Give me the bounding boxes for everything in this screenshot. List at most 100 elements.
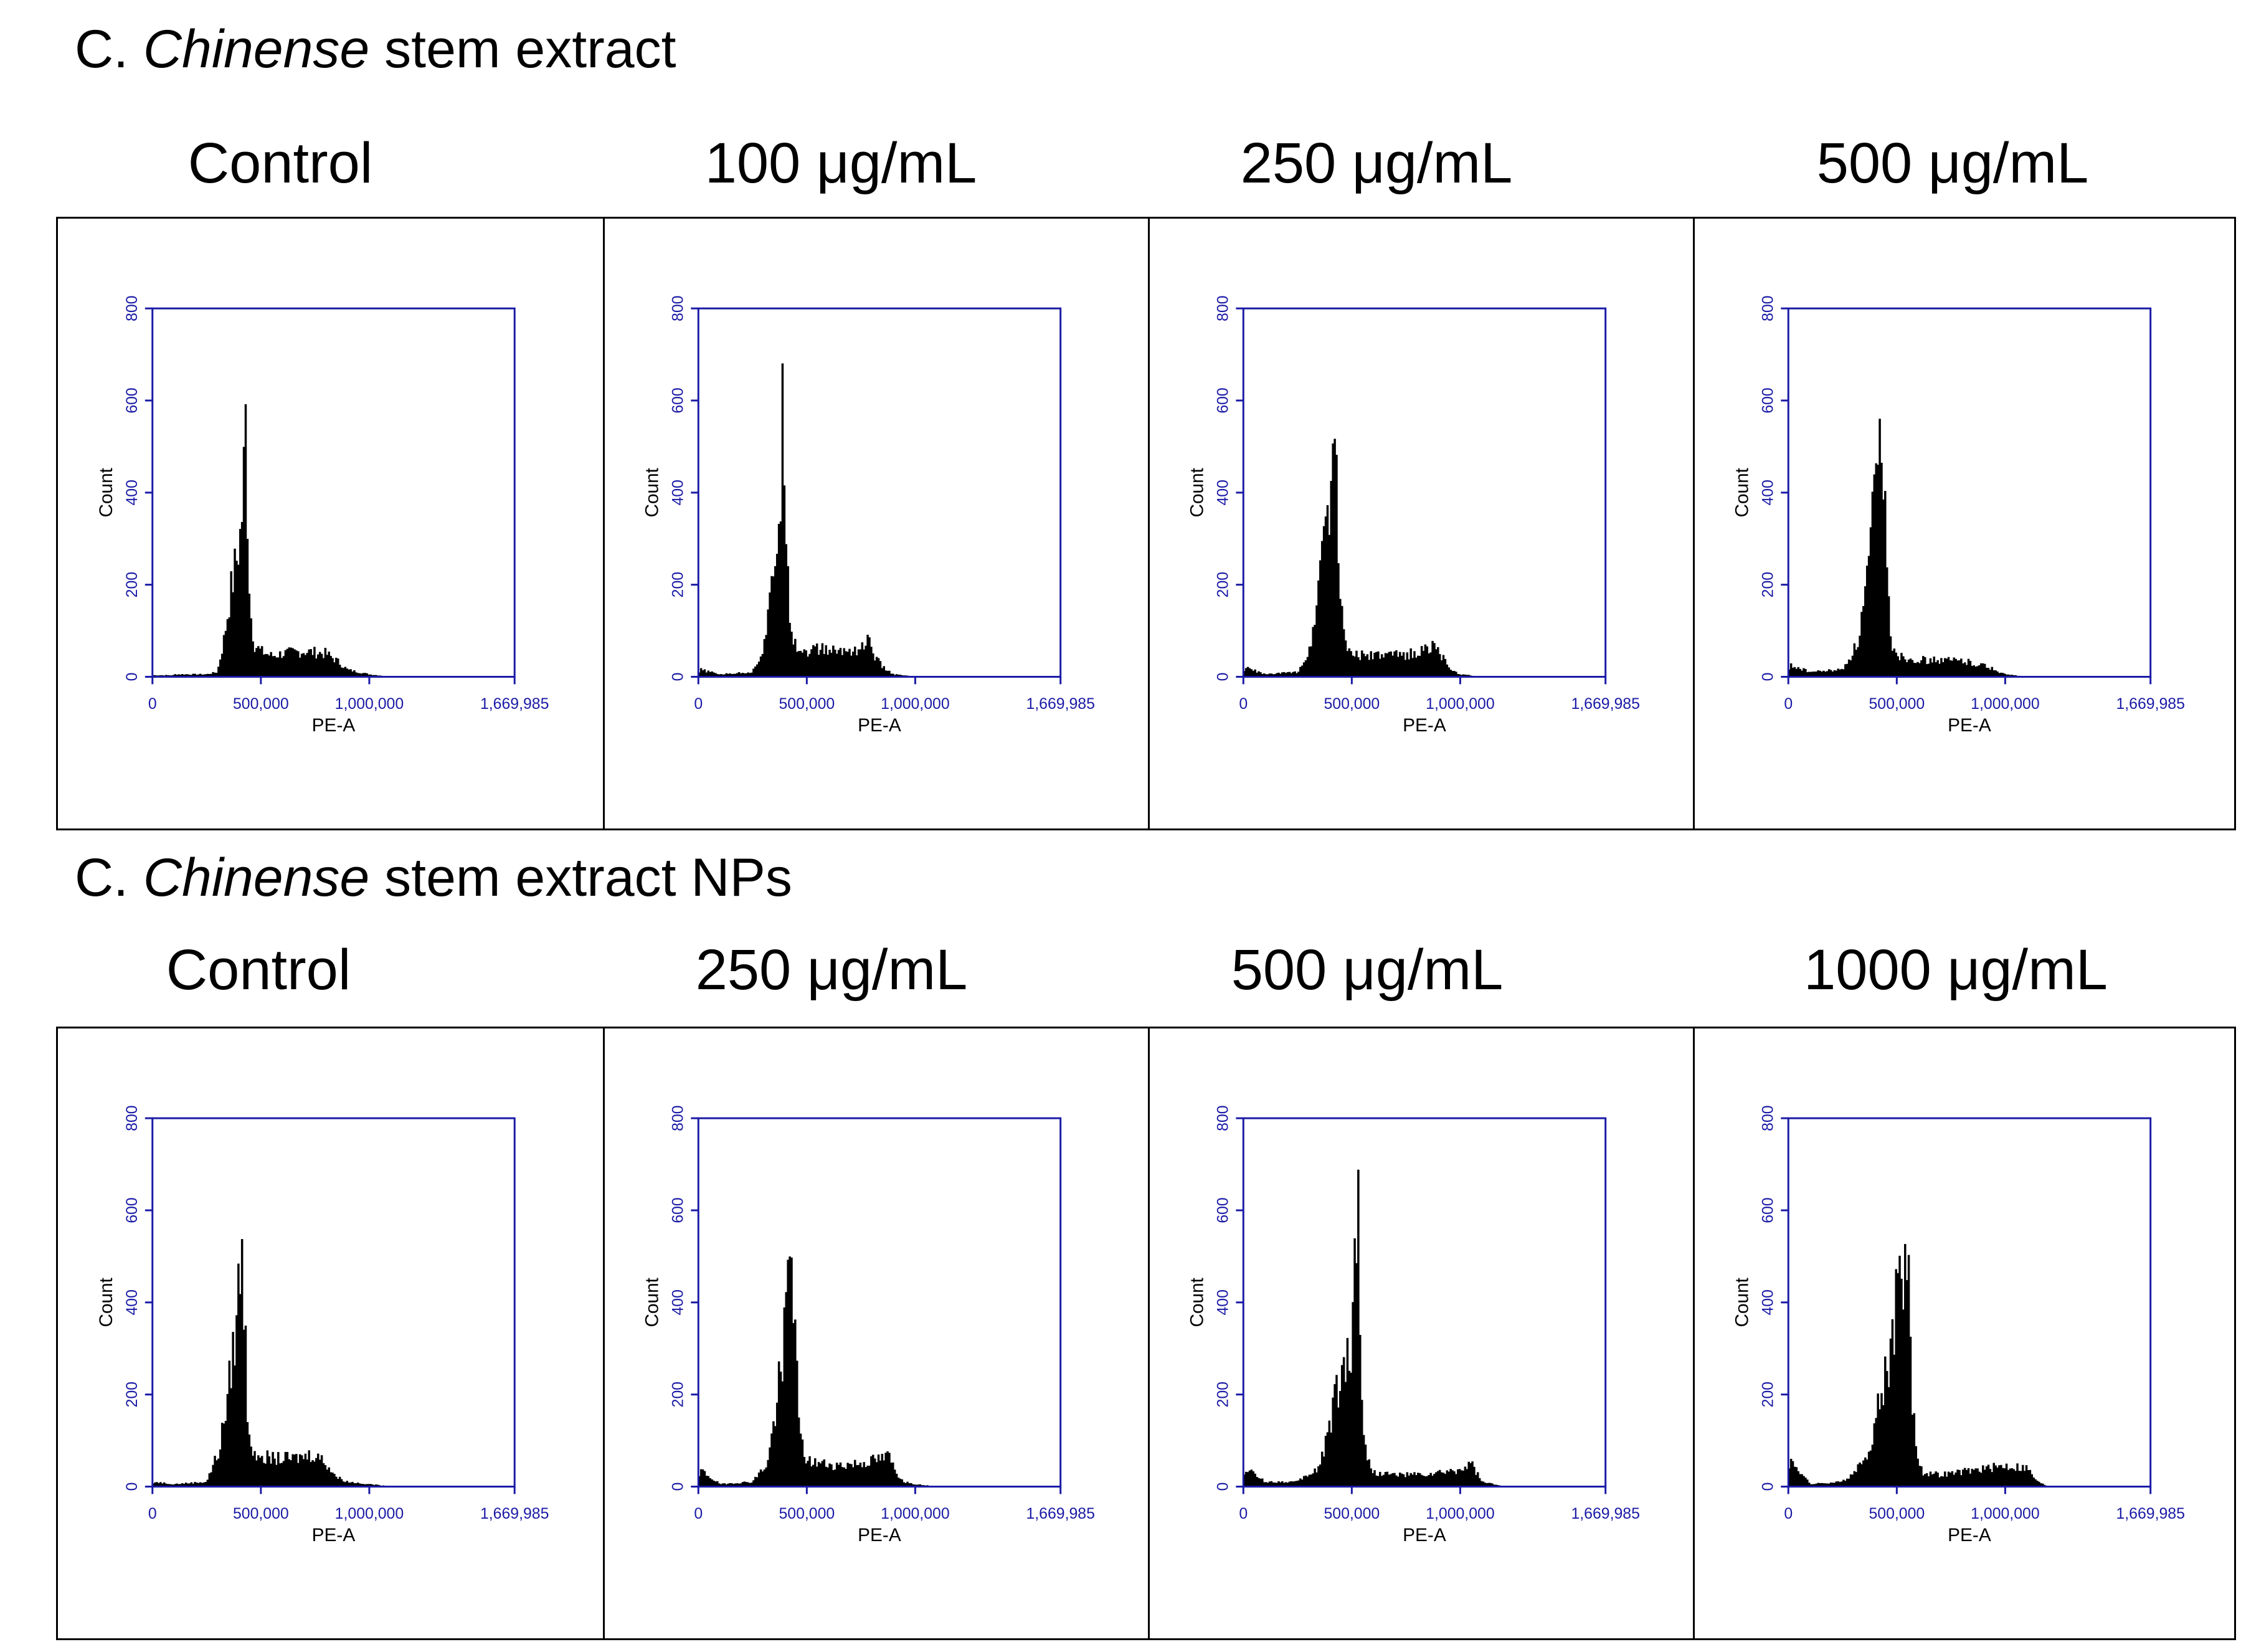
x-tick-label: 1,669,985 — [1026, 1506, 1094, 1522]
x-tick-label: 0 — [694, 696, 703, 713]
x-tick-label: 0 — [1239, 1506, 1248, 1522]
column-label-2: 100 μg/mL — [704, 131, 977, 195]
y-tick-label: 600 — [1215, 1197, 1231, 1223]
y-tick-label: 400 — [1760, 1289, 1776, 1315]
y-axis-label: Count — [96, 467, 116, 517]
y-tick-label: 600 — [124, 387, 141, 413]
histogram-chart: 0 200 400 600 800 Count 0 500,000 1,000,000 1,669… — [1187, 295, 1640, 736]
x-tick-label: 500,000 — [1869, 696, 1925, 713]
y-tick-label: 200 — [1215, 572, 1231, 597]
x-tick-label: 500,000 — [1869, 1506, 1925, 1522]
x-tick-label: 1,669,985 — [1026, 696, 1094, 713]
y-axis-label: Count — [96, 1277, 116, 1327]
x-axis-label: PE-A — [1403, 1525, 1446, 1545]
section-title-species: Chinense — [143, 19, 370, 79]
histogram-panel: 0 200 400 600 800 Count 0 500,000 1,000,000 1,669… — [58, 1028, 603, 1638]
y-tick-label: 200 — [670, 1382, 686, 1407]
y-tick-label: 0 — [1215, 1483, 1231, 1491]
x-tick-label: 1,669,985 — [1571, 1506, 1639, 1522]
x-tick-label: 1,669,985 — [2116, 1506, 2184, 1522]
y-tick-label: 400 — [1215, 1289, 1231, 1315]
x-tick-label: 500,000 — [233, 696, 289, 713]
histogram-panel: 0 200 400 600 800 Count 0 500,000 1,000,000 1,669… — [1693, 1028, 2238, 1638]
x-tick-label: 500,000 — [233, 1506, 289, 1522]
y-tick-label: 800 — [1215, 1105, 1231, 1131]
histogram-bars — [1243, 439, 1481, 677]
histogram-chart: 0 200 400 600 800 Count 0 500,000 1,000,000 1,669… — [642, 1105, 1095, 1545]
y-tick-label: 0 — [670, 673, 686, 681]
section-title-genus: C. — [75, 848, 128, 908]
y-axis-label: Count — [1187, 1277, 1208, 1327]
y-tick-label: 200 — [124, 1382, 141, 1407]
y-tick-label: 400 — [670, 480, 686, 505]
y-tick-label: 800 — [1215, 295, 1231, 321]
x-axis-label: PE-A — [312, 1525, 356, 1545]
y-tick-label: 600 — [1760, 387, 1776, 413]
y-tick-label: 0 — [124, 673, 141, 681]
x-tick-label: 0 — [1239, 696, 1248, 713]
y-tick-label: 800 — [1760, 295, 1776, 321]
y-tick-label: 600 — [1215, 387, 1231, 413]
section-title-species: Chinense — [143, 848, 370, 908]
x-tick-label: 1,000,000 — [1426, 1506, 1494, 1522]
section-title-extract: C. Chinense stem extract — [75, 19, 676, 80]
y-tick-label: 400 — [124, 1289, 141, 1315]
column-label-3: 500 μg/mL — [1231, 938, 1504, 1002]
column-label-2: 250 μg/mL — [695, 938, 968, 1002]
y-tick-label: 0 — [1760, 673, 1776, 681]
y-axis-label: Count — [1732, 1277, 1753, 1327]
x-tick-label: 0 — [148, 696, 157, 713]
x-axis-label: PE-A — [858, 715, 901, 736]
histogram-chart: 0 200 400 600 800 Count 0 500,000 1,000,000 1,669… — [642, 295, 1095, 736]
column-label-3: 250 μg/mL — [1240, 131, 1513, 195]
y-tick-label: 600 — [124, 1197, 141, 1223]
y-tick-label: 0 — [1760, 1483, 1776, 1491]
x-axis-label: PE-A — [312, 715, 356, 736]
y-tick-label: 600 — [670, 387, 686, 413]
x-tick-label: 1,669,985 — [480, 696, 549, 713]
y-tick-label: 200 — [670, 572, 686, 597]
x-tick-label: 1,669,985 — [2116, 696, 2184, 713]
y-tick-label: 800 — [1760, 1105, 1776, 1131]
y-tick-label: 800 — [124, 295, 141, 321]
histogram-panel: 0 200 400 600 800 Count 0 500,000 1,000,000 1,669… — [603, 1028, 1148, 1638]
plot-frame — [1787, 307, 2152, 678]
histogram-panel: 0 200 400 600 800 Count 0 500,000 1,000,000 1,669… — [1693, 219, 2238, 828]
y-axis-label: Count — [1187, 467, 1208, 517]
plot-frame — [151, 1117, 516, 1488]
y-tick-label: 200 — [1760, 572, 1776, 597]
column-label-4: 500 μg/mL — [1816, 131, 2089, 195]
x-tick-label: 1,000,000 — [335, 1506, 404, 1522]
y-tick-label: 800 — [670, 295, 686, 321]
y-tick-label: 0 — [1215, 673, 1231, 681]
plot-frame — [1242, 307, 1607, 678]
x-tick-label: 0 — [1784, 1506, 1793, 1522]
y-tick-label: 600 — [1760, 1197, 1776, 1223]
plot-frame — [697, 307, 1062, 678]
y-axis-label: Count — [642, 1277, 663, 1327]
y-tick-label: 400 — [1215, 480, 1231, 505]
column-label-4: 1000 μg/mL — [1804, 938, 2108, 1002]
histogram-panel: 0 200 400 600 800 Count 0 500,000 1,000,000 1,669… — [1148, 219, 1693, 828]
section-title-rest: stem extract NPs — [384, 848, 792, 908]
x-tick-label: 1,000,000 — [881, 1506, 949, 1522]
histogram-chart: 0 200 400 600 800 Count 0 500,000 1,000,000 1,669… — [1732, 295, 2185, 736]
histogram-panel: 0 200 400 600 800 Count 0 500,000 1,000,000 1,669… — [603, 219, 1148, 828]
y-tick-label: 400 — [670, 1289, 686, 1315]
x-tick-label: 500,000 — [1324, 696, 1380, 713]
x-axis-label: PE-A — [1948, 1525, 1991, 1545]
histogram-panel: 0 200 400 600 800 Count 0 500,000 1,000,000 1,669… — [58, 219, 603, 828]
histogram-bars — [698, 363, 914, 677]
panel-row-nps: 0 200 400 600 800 Count 0 500,000 1,000,000 1,669… — [56, 1027, 2236, 1640]
plot-frame — [1242, 1117, 1607, 1488]
section-title-rest: stem extract — [384, 19, 676, 79]
y-tick-label: 200 — [124, 572, 141, 597]
histogram-bars — [1243, 1169, 1503, 1487]
column-label-1: Control — [187, 131, 373, 195]
y-tick-label: 0 — [670, 1483, 686, 1491]
y-tick-label: 800 — [124, 1105, 141, 1131]
histogram-chart: 0 200 400 600 800 Count 0 500,000 1,000,000 1,669… — [1732, 1105, 2185, 1545]
histogram-bars — [152, 404, 388, 677]
x-tick-label: 0 — [148, 1506, 157, 1522]
x-tick-label: 1,000,000 — [881, 696, 949, 713]
